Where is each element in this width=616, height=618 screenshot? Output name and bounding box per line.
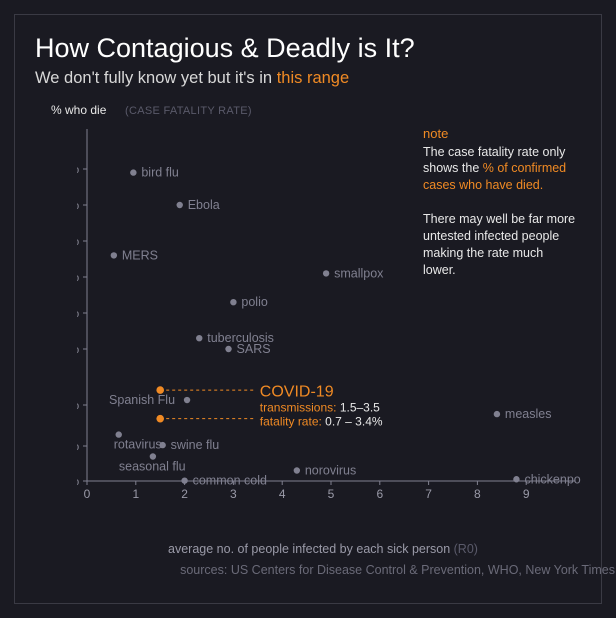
disease-label: bird flu <box>141 166 179 180</box>
disease-label: MERS <box>122 248 158 262</box>
x-tick-label: 7 <box>425 487 432 501</box>
disease-label: common cold <box>193 474 267 488</box>
disease-point <box>130 169 136 175</box>
chart-subtitle: We don't fully know yet but it's in this… <box>35 69 349 88</box>
disease-point <box>159 442 165 448</box>
chart-title: How Contagious & Deadly is It? <box>35 33 415 64</box>
disease-label: chickenpox <box>524 472 581 486</box>
y-tick-label: 0.1% <box>77 439 79 453</box>
disease-label: swine flu <box>171 438 220 452</box>
disease-label: Spanish Flu <box>109 393 175 407</box>
x-tick-label: 2 <box>181 487 188 501</box>
y-tick-label: 1% <box>77 398 79 412</box>
disease-point <box>225 346 231 352</box>
covid-label: COVID-19 <box>260 383 334 400</box>
disease-point <box>494 411 500 417</box>
y-tick-label: 0% <box>77 474 79 488</box>
covid-fatality: fatality rate: 0.7 – 3.4% <box>260 414 383 428</box>
covid-transmissions: transmissions: 1.5–3.5 <box>260 400 380 414</box>
disease-label: rotavirus <box>114 438 162 452</box>
disease-point <box>294 467 300 473</box>
disease-label: polio <box>241 295 267 309</box>
disease-label: smallpox <box>334 266 384 280</box>
y-tick-label: 20% <box>77 306 79 320</box>
x-tick-label: 8 <box>474 487 481 501</box>
y-tick-label: 50% <box>77 198 79 212</box>
x-tick-label: 0 <box>84 487 91 501</box>
subtitle-highlight: this range <box>277 69 349 87</box>
x-axis-title-pre: average no. of people infected by each s… <box>168 542 454 556</box>
disease-point <box>181 477 187 483</box>
chart-frame: How Contagious & Deadly is It? We don't … <box>14 14 602 604</box>
disease-label: Ebola <box>188 198 220 212</box>
y-axis-subtitle: (CASE FATALITY RATE) <box>125 105 252 117</box>
x-tick-label: 9 <box>523 487 530 501</box>
x-tick-label: 3 <box>230 487 237 501</box>
x-tick-label: 4 <box>279 487 286 501</box>
disease-point <box>196 335 202 341</box>
disease-point <box>177 202 183 208</box>
y-tick-label: 30% <box>77 270 79 284</box>
subtitle-pre: We don't fully know yet but it's in <box>35 69 277 87</box>
x-axis-title-dim: (R0) <box>454 542 478 556</box>
y-tick-label: 10% <box>77 342 79 356</box>
disease-label: norovirus <box>305 464 356 478</box>
disease-label: measles <box>505 407 552 421</box>
x-tick-label: 1 <box>132 487 139 501</box>
x-axis-title: average no. of people infected by each s… <box>15 542 616 556</box>
disease-point <box>230 299 236 305</box>
disease-point <box>323 270 329 276</box>
disease-label: seasonal flu <box>119 460 186 474</box>
x-tick-label: 5 <box>328 487 335 501</box>
disease-point <box>111 252 117 258</box>
y-axis-title: % who die <box>51 103 106 117</box>
scatter-plot: 0 1 2 3 4 5 6 7 8 9 0% 0.1% 1% 10% 20% 30% 40% 50% 60% bird… <box>77 123 581 503</box>
disease-label: SARS <box>237 342 271 356</box>
disease-point <box>513 476 519 482</box>
y-tick-label: 60% <box>77 162 79 176</box>
y-tick-label: 40% <box>77 234 79 248</box>
disease-point <box>184 397 190 403</box>
sources-text: sources: US Centers for Disease Control … <box>15 563 615 577</box>
x-tick-label: 6 <box>376 487 383 501</box>
